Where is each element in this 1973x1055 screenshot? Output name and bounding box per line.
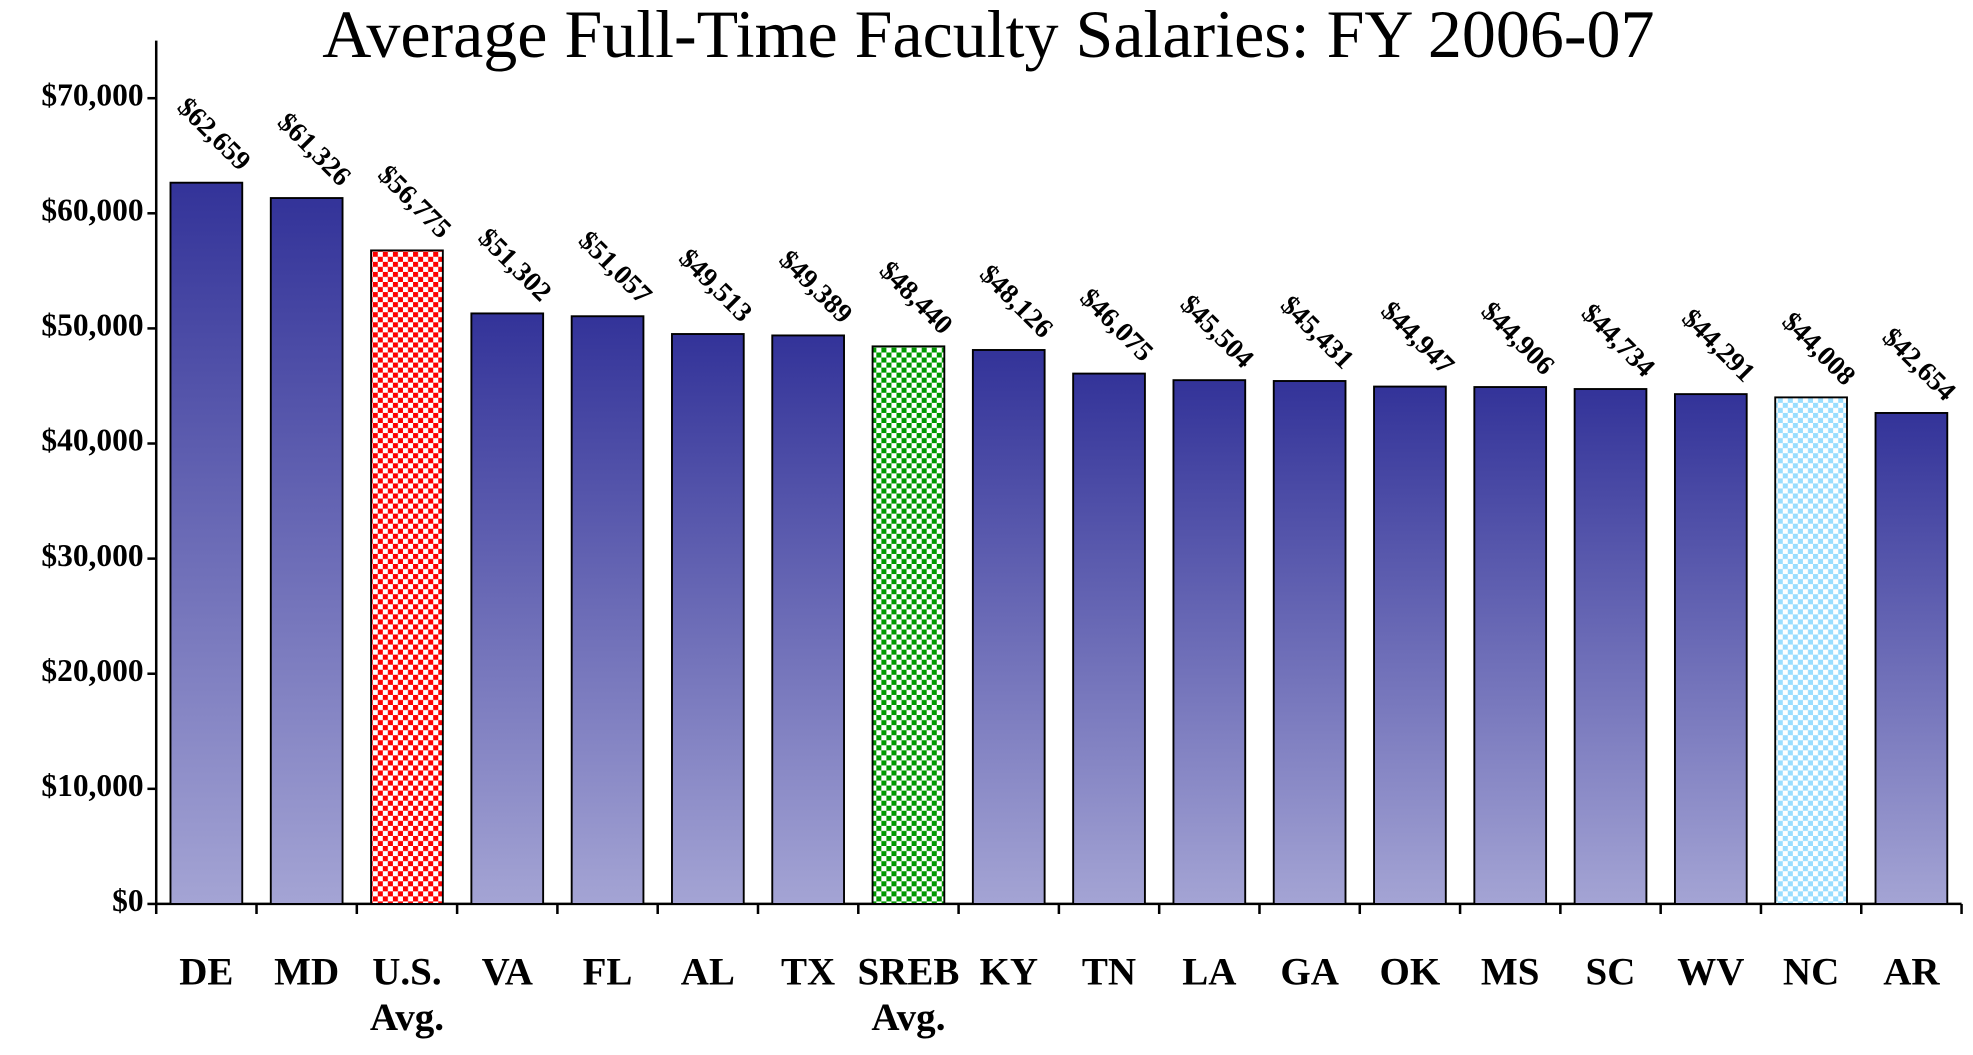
x-tick-label: VA: [481, 949, 533, 994]
bar: [1673, 393, 1748, 905]
value-label: $44,008: [1777, 305, 1863, 391]
x-tick-label: WV: [1677, 949, 1745, 994]
x-tick-label-box: SREB Avg.: [857, 949, 960, 1039]
bar: [1272, 380, 1347, 905]
bar: [1172, 379, 1247, 905]
y-tick-label: $0: [112, 883, 143, 918]
value-label: $42,654: [1877, 321, 1963, 407]
bar: [1774, 396, 1848, 905]
value-label: $45,504: [1175, 288, 1261, 374]
value-label: $51,302: [473, 222, 559, 308]
x-tick-label-box: NC: [1782, 949, 1840, 994]
x-tick-label: NC: [1782, 949, 1840, 994]
y-tick-label: $70,000: [41, 77, 143, 112]
x-tick-label: SC: [1585, 949, 1636, 994]
chart-title: Average Full-Time Faculty Salaries: FY 2…: [322, 0, 1654, 72]
bar: [1874, 412, 1949, 905]
bar: [1373, 385, 1447, 905]
bar: [671, 333, 745, 905]
x-tick-label: MD: [274, 949, 340, 994]
x-tick-label-box: GA: [1280, 949, 1339, 994]
y-tick-label: $10,000: [41, 768, 143, 803]
bar: [1072, 372, 1146, 905]
x-tick-label-box: KY: [979, 949, 1038, 994]
x-tick-label-box: MD: [274, 949, 340, 994]
y-tick-label: $30,000: [41, 538, 143, 573]
x-tick-label-box: TN: [1081, 949, 1137, 994]
y-tick-label: $50,000: [41, 308, 143, 343]
value-label: $56,775: [372, 159, 458, 245]
bar: [370, 249, 444, 905]
x-tick-label-box: FL: [582, 949, 633, 994]
y-tick-label: $20,000: [41, 653, 143, 688]
x-tick-label-box: MS: [1480, 949, 1540, 994]
x-tick-label-box: VA: [481, 949, 533, 994]
bar: [470, 312, 545, 905]
y-tick-label: $40,000: [41, 423, 143, 458]
value-label: $44,734: [1576, 297, 1662, 383]
x-tick-label: AL: [680, 949, 735, 994]
value-label: $49,513: [673, 242, 759, 328]
bar: [871, 345, 946, 905]
x-tick-label: TX: [781, 949, 836, 994]
x-tick-label: MS: [1480, 949, 1540, 994]
x-tick-label-box: AR: [1883, 949, 1940, 994]
x-tick-label: U.S. Avg.: [369, 949, 444, 1039]
x-tick-label: AR: [1883, 949, 1940, 994]
x-tick-label: SREB Avg.: [857, 949, 960, 1039]
x-tick-label-box: DE: [179, 949, 234, 994]
x-tick-label: DE: [179, 949, 234, 994]
x-tick-label-box: WV: [1677, 949, 1745, 994]
bar: [1473, 386, 1548, 905]
bar: [771, 334, 845, 905]
x-tick-label-box: TX: [781, 949, 836, 994]
bar: [971, 349, 1046, 905]
value-label: $44,947: [1375, 295, 1461, 381]
value-label: $61,326: [272, 106, 358, 192]
x-tick-label: OK: [1379, 949, 1441, 994]
value-label: $48,440: [874, 254, 960, 340]
bar: [1573, 388, 1648, 905]
y-tick-label: $60,000: [41, 193, 143, 228]
value-label: $51,057: [573, 224, 659, 310]
value-label: $44,906: [1476, 295, 1562, 381]
x-tick-label: FL: [582, 949, 633, 994]
value-label: $62,659: [172, 91, 258, 177]
x-tick-label: KY: [979, 949, 1038, 994]
x-tick-label: LA: [1182, 949, 1237, 994]
x-tick-label-box: AL: [680, 949, 735, 994]
x-tick-label: GA: [1280, 949, 1339, 994]
x-tick-label-box: OK: [1379, 949, 1441, 994]
value-label: $48,126: [974, 258, 1060, 344]
value-label: $45,431: [1275, 289, 1361, 375]
value-label: $46,075: [1074, 282, 1160, 368]
bar: [169, 181, 244, 905]
value-label: $44,291: [1676, 302, 1762, 388]
x-tick-label-box: LA: [1182, 949, 1237, 994]
value-label: $49,389: [774, 244, 860, 330]
x-tick-label-box: SC: [1585, 949, 1636, 994]
x-tick-label: TN: [1081, 949, 1137, 994]
bar: [570, 315, 645, 905]
x-tick-label-box: U.S. Avg.: [369, 949, 444, 1039]
bar: [269, 197, 344, 905]
